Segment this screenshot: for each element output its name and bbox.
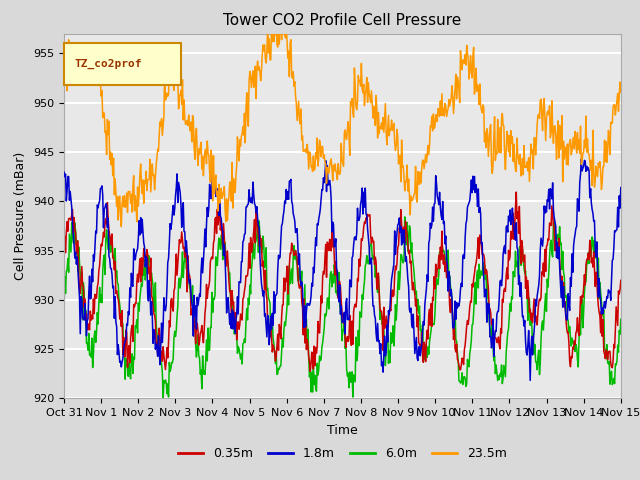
Text: TZ_co2prof: TZ_co2prof <box>74 59 141 69</box>
Title: Tower CO2 Profile Cell Pressure: Tower CO2 Profile Cell Pressure <box>223 13 461 28</box>
Y-axis label: Cell Pressure (mBar): Cell Pressure (mBar) <box>15 152 28 280</box>
FancyBboxPatch shape <box>64 43 181 84</box>
Legend: 0.35m, 1.8m, 6.0m, 23.5m: 0.35m, 1.8m, 6.0m, 23.5m <box>173 442 512 465</box>
X-axis label: Time: Time <box>327 424 358 437</box>
